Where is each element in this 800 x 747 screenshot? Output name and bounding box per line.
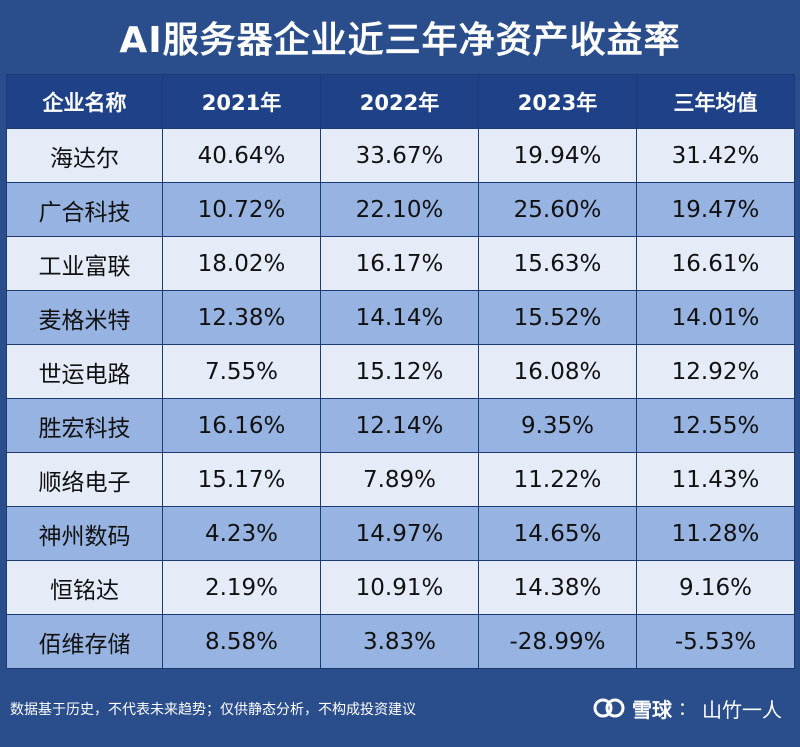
roe-2023: 19.94% — [478, 128, 637, 183]
roe-avg: 11.28% — [636, 506, 795, 561]
roe-2023: 16.08% — [478, 344, 637, 399]
roe-avg: 16.61% — [636, 236, 795, 291]
watermark-author: 山竹一人 — [702, 697, 782, 722]
table-row: 世运电路 7.55% 15.12% 16.08% 12.92% — [6, 344, 795, 399]
header-2022: 2022年 — [320, 74, 479, 129]
roe-2021: 40.64% — [162, 128, 321, 183]
roe-avg: 14.01% — [636, 290, 795, 345]
company-name: 海达尔 — [6, 128, 163, 183]
table-row: 广合科技 10.72% 22.10% 25.60% 19.47% — [6, 182, 795, 237]
header-avg: 三年均值 — [636, 74, 795, 129]
roe-2022: 33.67% — [320, 128, 479, 183]
roe-2021: 12.38% — [162, 290, 321, 345]
company-name: 世运电路 — [6, 344, 163, 399]
roe-2021: 4.23% — [162, 506, 321, 561]
roe-2021: 15.17% — [162, 452, 321, 507]
roe-2021: 2.19% — [162, 560, 321, 615]
roe-2021: 18.02% — [162, 236, 321, 291]
roe-2023: 14.38% — [478, 560, 637, 615]
table-row: 顺络电子 15.17% 7.89% 11.22% 11.43% — [6, 452, 795, 507]
roe-avg: 9.16% — [636, 560, 795, 615]
company-name: 工业富联 — [6, 236, 163, 291]
roe-avg: -5.53% — [636, 614, 795, 669]
table-header-row: 企业名称 2021年 2022年 2023年 三年均值 — [6, 74, 795, 129]
company-name: 佰维存储 — [6, 614, 163, 669]
disclaimer-text: 数据基于历史，不代表未来趋势；仅供静态分析，不构成投资建议 — [10, 702, 416, 718]
table-row: 佰维存储 8.58% 3.83% -28.99% -5.53% — [6, 614, 795, 669]
footer: 数据基于历史，不代表未来趋势；仅供静态分析，不构成投资建议 雪球 ： 山竹一人 — [0, 671, 800, 747]
table-row: 胜宏科技 16.16% 12.14% 9.35% 12.55% — [6, 398, 795, 453]
roe-2021: 8.58% — [162, 614, 321, 669]
roe-2021: 10.72% — [162, 182, 321, 237]
company-name: 顺络电子 — [6, 452, 163, 507]
table-row: 海达尔 40.64% 33.67% 19.94% 31.42% — [6, 128, 795, 183]
watermark-site: 雪球 — [632, 697, 672, 722]
company-name: 胜宏科技 — [6, 398, 163, 453]
roe-2021: 16.16% — [162, 398, 321, 453]
table-row: 麦格米特 12.38% 14.14% 15.52% 14.01% — [6, 290, 795, 345]
watermark-separator: ： — [678, 699, 696, 720]
roe-2023: 25.60% — [478, 182, 637, 237]
roe-2022: 7.89% — [320, 452, 479, 507]
roe-2023: 15.63% — [478, 236, 637, 291]
watermark: 雪球 ： 山竹一人 — [592, 691, 782, 725]
header-2021: 2021年 — [162, 74, 321, 129]
roe-2022: 12.14% — [320, 398, 479, 453]
header-2023: 2023年 — [478, 74, 637, 129]
roe-2023: 15.52% — [478, 290, 637, 345]
roe-table: 企业名称 2021年 2022年 2023年 三年均值 海达尔 40.64% 3… — [6, 74, 795, 669]
table-row: 神州数码 4.23% 14.97% 14.65% 11.28% — [6, 506, 795, 561]
roe-2022: 16.17% — [320, 236, 479, 291]
company-name: 广合科技 — [6, 182, 163, 237]
roe-2023: 9.35% — [478, 398, 637, 453]
roe-2022: 22.10% — [320, 182, 479, 237]
roe-2022: 14.97% — [320, 506, 479, 561]
page-title: AI服务器企业近三年净资产收益率 — [0, 0, 800, 74]
company-name: 麦格米特 — [6, 290, 163, 345]
xueqiu-logo-icon — [593, 698, 625, 718]
roe-avg: 11.43% — [636, 452, 795, 507]
roe-avg: 19.47% — [636, 182, 795, 237]
roe-avg: 12.92% — [636, 344, 795, 399]
roe-2021: 7.55% — [162, 344, 321, 399]
roe-2023: 14.65% — [478, 506, 637, 561]
roe-avg: 12.55% — [636, 398, 795, 453]
company-name: 神州数码 — [6, 506, 163, 561]
table-row: 恒铭达 2.19% 10.91% 14.38% 9.16% — [6, 560, 795, 615]
roe-2022: 15.12% — [320, 344, 479, 399]
roe-2022: 3.83% — [320, 614, 479, 669]
roe-2022: 10.91% — [320, 560, 479, 615]
roe-avg: 31.42% — [636, 128, 795, 183]
roe-2022: 14.14% — [320, 290, 479, 345]
company-name: 恒铭达 — [6, 560, 163, 615]
roe-2023: -28.99% — [478, 614, 637, 669]
table-row: 工业富联 18.02% 16.17% 15.63% 16.61% — [6, 236, 795, 291]
header-company: 企业名称 — [6, 74, 163, 129]
roe-2023: 11.22% — [478, 452, 637, 507]
